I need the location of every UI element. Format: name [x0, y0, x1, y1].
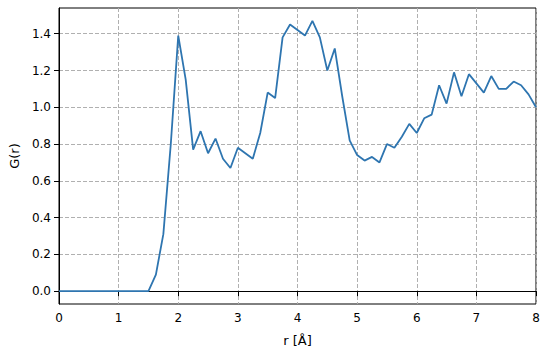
- svg-text:8: 8: [532, 311, 540, 325]
- svg-text:G(r): G(r): [7, 143, 22, 169]
- svg-text:4: 4: [294, 311, 302, 325]
- svg-text:6: 6: [413, 311, 421, 325]
- svg-text:0.6: 0.6: [32, 174, 51, 188]
- svg-text:1: 1: [115, 311, 123, 325]
- svg-text:7: 7: [473, 311, 481, 325]
- svg-text:r [Å]: r [Å]: [283, 333, 312, 348]
- svg-text:1.0: 1.0: [32, 100, 51, 114]
- svg-text:3: 3: [234, 311, 242, 325]
- svg-text:0.2: 0.2: [32, 247, 51, 261]
- svg-text:0.8: 0.8: [32, 137, 51, 151]
- svg-text:5: 5: [353, 311, 361, 325]
- svg-text:2: 2: [174, 311, 182, 325]
- svg-text:1.4: 1.4: [32, 27, 51, 41]
- svg-text:0.0: 0.0: [32, 284, 51, 298]
- svg-text:1.2: 1.2: [32, 64, 51, 78]
- svg-text:0.4: 0.4: [32, 211, 51, 225]
- svg-text:0: 0: [55, 311, 63, 325]
